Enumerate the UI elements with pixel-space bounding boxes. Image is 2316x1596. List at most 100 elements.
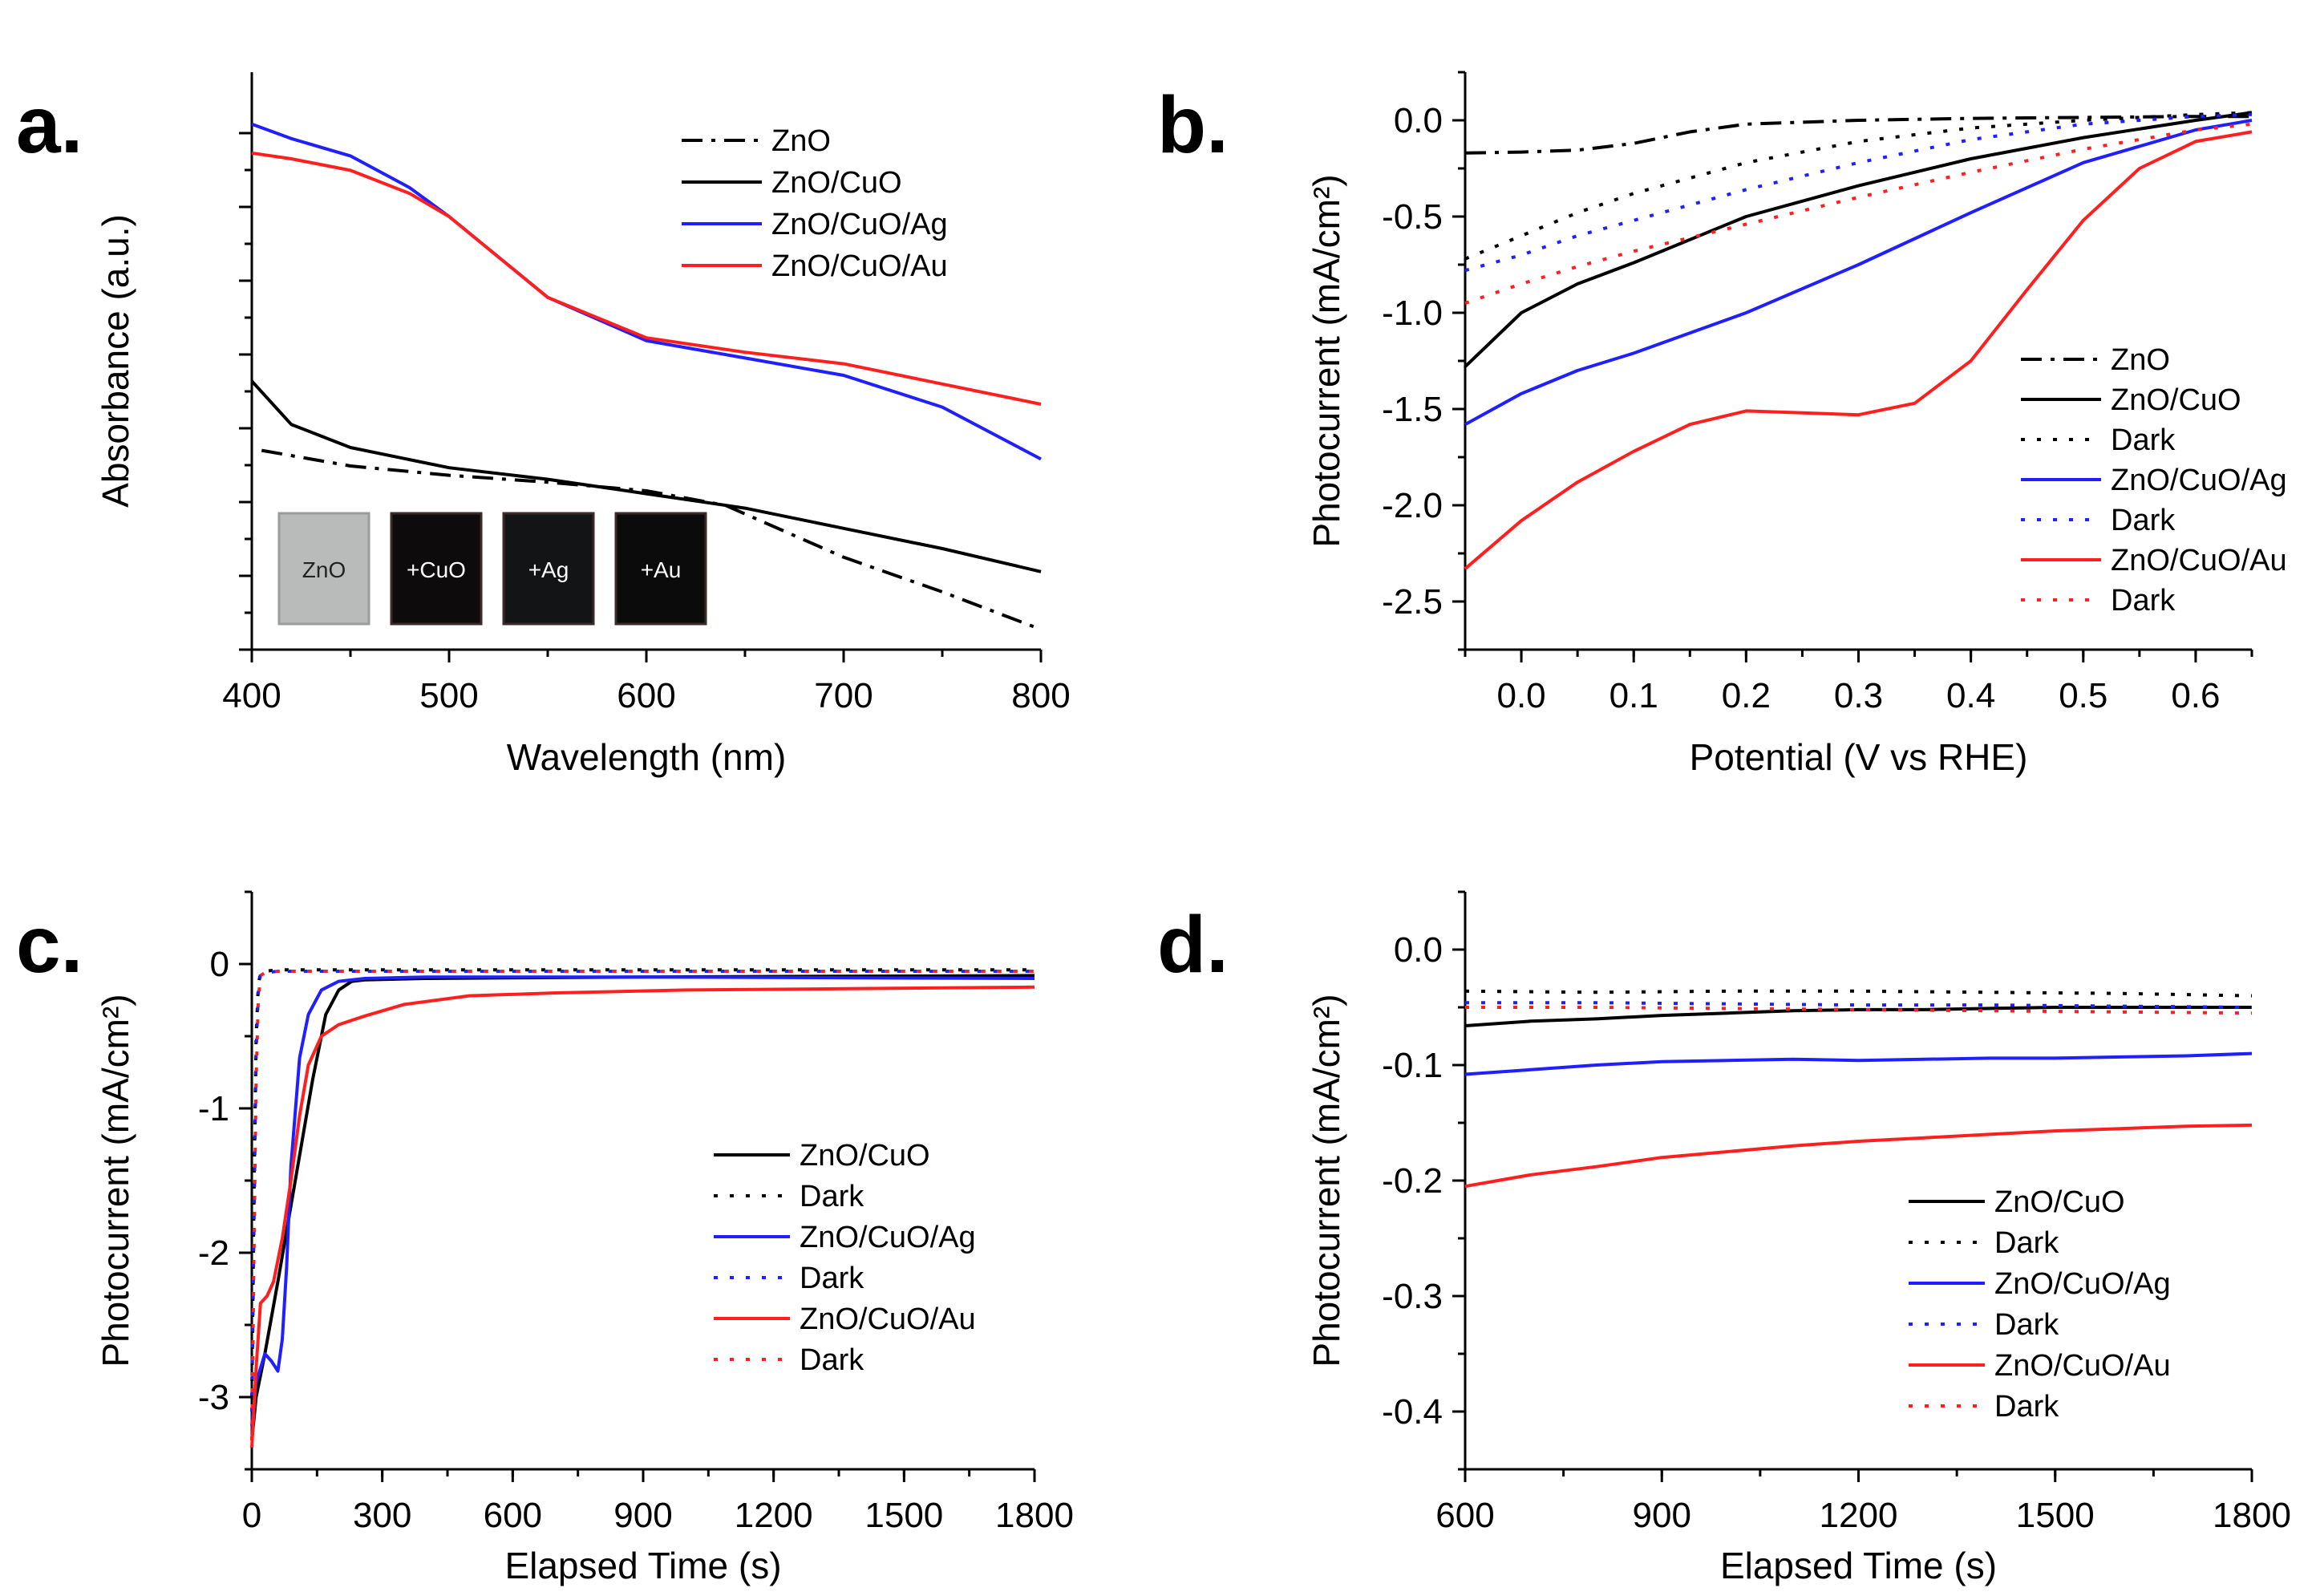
- sample-photo-label: +Au: [641, 557, 682, 582]
- x-axis-title: Elapsed Time (s): [504, 1545, 781, 1586]
- legend-entry: ZnO/CuO: [771, 166, 902, 200]
- x-tick-label: 1200: [735, 1496, 813, 1535]
- legend-entry: ZnO/CuO/Ag: [1994, 1267, 2171, 1301]
- series-line-1: [1464, 115, 2252, 155]
- x-tick-label: 0.5: [2059, 676, 2107, 715]
- series-line-4: [1464, 119, 2253, 426]
- series-line-2: [250, 379, 1042, 573]
- y-tick-label: 0.0: [1394, 101, 1443, 140]
- panel-letter: b.: [1157, 80, 1229, 170]
- sample-photo: [614, 512, 707, 626]
- legend-entry: Dark: [800, 1180, 864, 1213]
- series-line-1: [250, 974, 1035, 1441]
- legend-entry: Dark: [1994, 1308, 2059, 1342]
- series-line-4: [1465, 1001, 2253, 1009]
- x-tick-label: 0.6: [2171, 676, 2220, 715]
- y-tick-label: -2.5: [1382, 582, 1443, 622]
- y-tick-label: -0.2: [1382, 1161, 1443, 1201]
- series-line-5: [1464, 112, 2253, 273]
- x-tick-label: 800: [1011, 676, 1070, 715]
- x-tick-label: 300: [353, 1496, 411, 1535]
- x-tick-label: 400: [222, 676, 281, 715]
- series-line-2: [1464, 111, 2253, 368]
- x-tick-label: 500: [419, 676, 478, 715]
- panel-b: b. 0.0 0.1 0.2 0.3 0.4 0.5 0.6 0.0 -0.5 -1.0 -1.5 -2…: [1157, 71, 2287, 778]
- legend-entry: Dark: [2111, 423, 2176, 457]
- x-tick-label: 1800: [2213, 1496, 2291, 1535]
- sample-photo: [277, 512, 370, 626]
- series-line-3: [1464, 1051, 2253, 1076]
- legend-entry: ZnO/CuO/Au: [800, 1302, 976, 1336]
- x-tick-label: 1500: [864, 1496, 943, 1535]
- y-tick-label: -0.4: [1382, 1392, 1443, 1432]
- x-tick-label: 700: [814, 676, 873, 715]
- y-tick-label: -0.3: [1382, 1277, 1443, 1316]
- legend-entry: Dark: [800, 1343, 864, 1377]
- x-axis-title: Wavelength (nm): [507, 736, 787, 778]
- x-tick-label: 0.0: [1496, 676, 1545, 715]
- panel-letter: a.: [16, 80, 83, 170]
- sample-photo-label: +CuO: [407, 557, 466, 582]
- legend-entry: ZnO: [771, 124, 831, 158]
- x-tick-label: 0.2: [1722, 676, 1771, 715]
- legend-entry: ZnO/CuO/Au: [1994, 1349, 2171, 1383]
- x-tick-label: 900: [1633, 1496, 1691, 1535]
- legend-entry: ZnO/CuO: [1994, 1185, 2125, 1219]
- y-tick-label: -1.5: [1382, 390, 1443, 429]
- series-line-3: [250, 975, 1035, 1427]
- x-axis-title: Elapsed Time (s): [1720, 1545, 1997, 1586]
- legend-entry: ZnO/CuO/Ag: [800, 1221, 976, 1254]
- x-tick-label: 0.3: [1834, 676, 1883, 715]
- sample-photo: [390, 512, 483, 626]
- panel-c: c. 0 300 600 900 1200 1500 1800 0 -1 -2 -3 Elapsed T…: [16, 890, 1074, 1586]
- legend-entry: ZnO/CuO/Ag: [2111, 464, 2287, 497]
- y-axis-title: Photocurrent (mA/cm²): [1306, 174, 1347, 547]
- legend-entry: Dark: [800, 1262, 864, 1295]
- x-tick-label: 0.4: [1946, 676, 1995, 715]
- legend-entry: Dark: [1994, 1390, 2059, 1424]
- legend-entry: Dark: [1994, 1226, 2059, 1260]
- x-tick-label: 0.1: [1609, 676, 1658, 715]
- y-tick-label: -2: [198, 1233, 229, 1273]
- x-tick-label: 1800: [995, 1496, 1074, 1535]
- sample-photo-label: +Ag: [528, 557, 569, 582]
- x-tick-label: 1200: [1820, 1496, 1898, 1535]
- y-tick-label: -0.5: [1382, 197, 1443, 237]
- y-tick-label: 0: [210, 945, 229, 984]
- x-tick-label: 1500: [2016, 1496, 2095, 1535]
- y-tick-label: -1.0: [1382, 294, 1443, 333]
- legend-entry: Dark: [2111, 584, 2176, 618]
- series-line-3: [251, 122, 1042, 461]
- series-line-1: [1464, 1006, 2252, 1027]
- series-line-2: [250, 968, 1035, 1398]
- y-tick-label: -2.0: [1382, 486, 1443, 525]
- series-line-4: [250, 970, 1035, 1412]
- x-tick-label: 600: [617, 676, 675, 715]
- panel-a: a. 400 500 600 700 800 Wavelength (nm) Absorban…: [16, 72, 1071, 778]
- legend-entry: ZnO/CuO/Au: [771, 249, 948, 283]
- legend-entry: ZnO/CuO/Au: [2111, 544, 2287, 577]
- legend-entry: Dark: [2111, 504, 2176, 537]
- series-line-5: [1464, 1123, 2253, 1189]
- y-axis-title: Photocurrent (mA/cm²): [95, 994, 136, 1367]
- y-axis-title: Photocurrent (mA/cm²): [1306, 994, 1347, 1367]
- panel-d: d. 600 900 1200 1500 1800 0.0 -0.1 -0.2 -0.3 -0.4 E…: [1157, 890, 2291, 1586]
- x-tick-label: 900: [613, 1496, 672, 1535]
- x-axis-title: Potential (V vs RHE): [1690, 736, 2028, 778]
- sample-photo: [502, 512, 595, 626]
- y-tick-label: -0.1: [1382, 1046, 1443, 1085]
- series-line-3: [1464, 111, 2253, 261]
- legend-entry: ZnO: [2111, 343, 2170, 377]
- series-line-4: [251, 151, 1042, 406]
- series-line-6: [1465, 1006, 2253, 1015]
- panel-letter: c.: [16, 900, 83, 990]
- series-line-5: [250, 985, 1035, 1448]
- y-tick-label: -1: [198, 1089, 229, 1128]
- panel-letter: d.: [1157, 900, 1229, 990]
- x-tick-label: 0: [242, 1496, 261, 1535]
- series-line-6: [1464, 130, 2253, 570]
- x-tick-label: 600: [484, 1496, 542, 1535]
- series-line-2: [1464, 989, 2253, 998]
- y-tick-label: 0.0: [1394, 930, 1443, 970]
